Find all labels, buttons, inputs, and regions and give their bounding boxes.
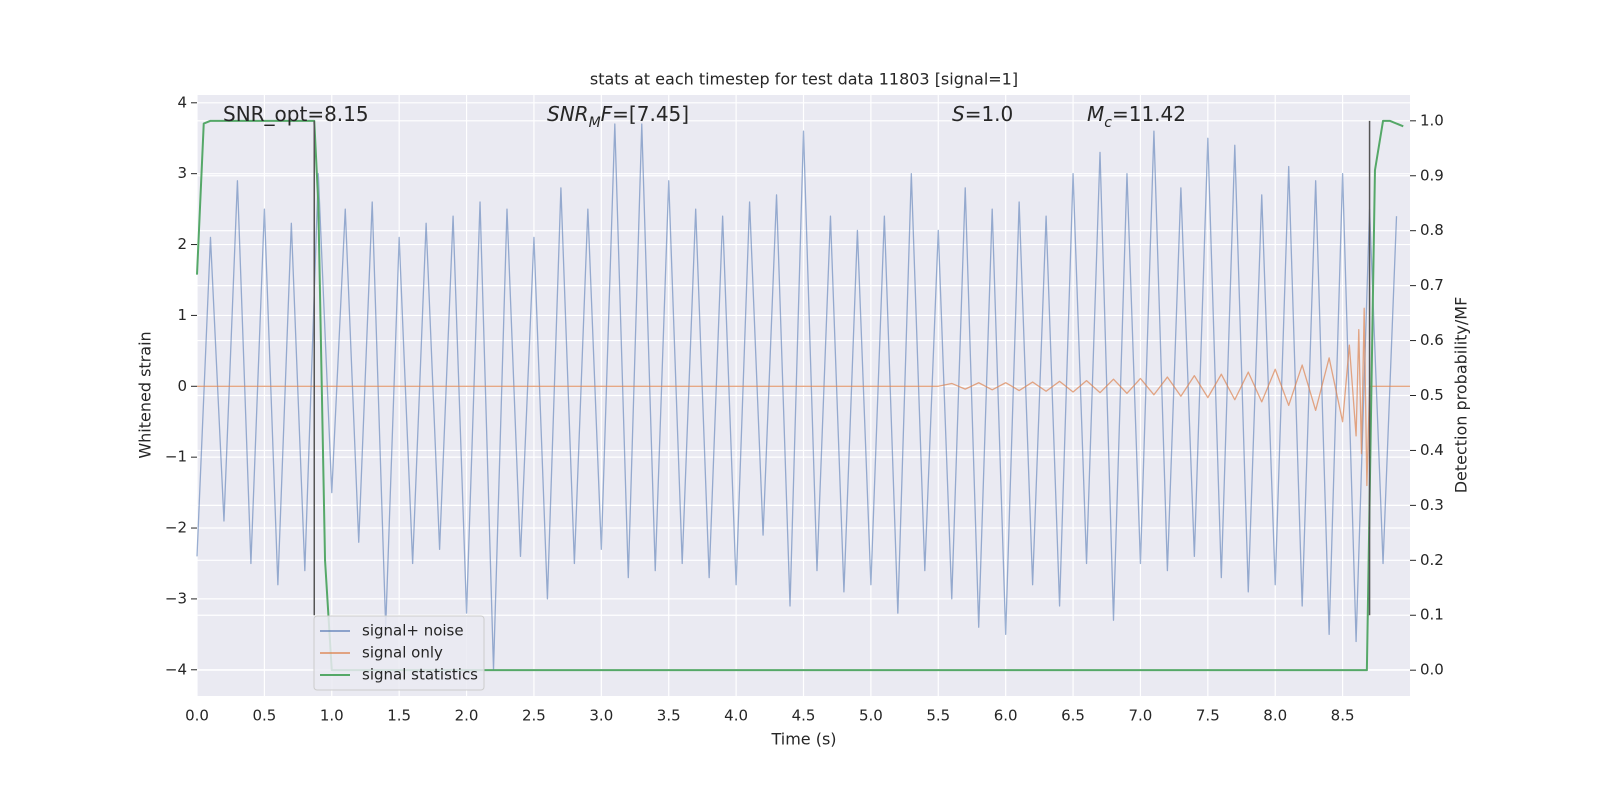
- x-tick-label: 0.5: [252, 707, 276, 725]
- x-axis-label: Time (s): [770, 730, 836, 749]
- y2-tick-label: 0.0: [1420, 661, 1444, 679]
- y2-tick-label: 0.5: [1420, 386, 1444, 404]
- annotation-part: =[7.45]: [612, 102, 689, 126]
- y-tick-label: −1: [165, 448, 187, 466]
- annotation: S=1.0: [952, 102, 1013, 126]
- x-tick-label: 7.5: [1196, 707, 1220, 725]
- x-tick-label: 6.5: [1061, 707, 1085, 725]
- x-tick-label: 1.0: [320, 707, 344, 725]
- y-tick-label: 3: [177, 164, 187, 182]
- annotation-part: SNR: [547, 102, 589, 126]
- annotation-part: SNR_opt=8.15: [223, 102, 369, 126]
- legend-label: signal statistics: [362, 666, 478, 684]
- annotation-part: S: [952, 102, 965, 126]
- y2-tick-label: 0.9: [1420, 166, 1444, 184]
- x-tick-label: 2.5: [522, 707, 546, 725]
- y2-tick-label: 0.6: [1420, 331, 1444, 349]
- x-tick-label: 5.5: [926, 707, 950, 725]
- y-tick-label: −3: [165, 589, 187, 607]
- y2-tick-label: 0.2: [1420, 551, 1444, 569]
- series-line: [196, 119, 1404, 672]
- annotation-part: =1.0: [965, 102, 1014, 126]
- y-tick-label: 1: [177, 306, 187, 324]
- y2-tick-label: 1.0: [1420, 111, 1444, 129]
- x-tick-label: 0.0: [185, 707, 209, 725]
- x-tick-label: 6.0: [994, 707, 1018, 725]
- annotation-part: M: [1087, 102, 1104, 126]
- x-tick-label: 4.5: [792, 707, 816, 725]
- annotation: Mc=11.42: [1087, 102, 1186, 132]
- y2-axis-label: Detection probability/MF: [1452, 297, 1471, 494]
- chart-title: stats at each timestep for test data 118…: [590, 70, 1018, 89]
- x-tick-label: 3.0: [589, 707, 613, 725]
- y-tick-label: 2: [177, 235, 187, 253]
- y2-tick-label: 0.7: [1420, 276, 1444, 294]
- y-tick-label: 0: [177, 377, 187, 395]
- x-tick-label: 8.0: [1263, 707, 1287, 725]
- y-tick-label: −2: [165, 519, 187, 537]
- x-tick-label: 2.0: [455, 707, 479, 725]
- grid: [196, 95, 1410, 696]
- series-line: [197, 307, 1410, 487]
- y2-tick-label: 0.8: [1420, 221, 1444, 239]
- y-axis-label: Whitened strain: [136, 331, 155, 458]
- series-line: [196, 123, 1398, 671]
- annotation: SNRMF=[7.45]: [547, 102, 689, 132]
- y-tick-label: −4: [165, 660, 187, 678]
- legend-label: signal+ noise: [362, 622, 464, 640]
- legend-label: signal only: [362, 644, 443, 662]
- annotation-part: =11.42: [1112, 102, 1186, 126]
- y-tick-label: 4: [177, 93, 187, 111]
- x-tick-label: 7.0: [1129, 707, 1153, 725]
- x-tick-label: 1.5: [387, 707, 411, 725]
- x-tick-label: 5.0: [859, 707, 883, 725]
- marks: [196, 119, 1410, 672]
- x-tick-label: 8.5: [1331, 707, 1355, 725]
- y2-tick-label: 0.4: [1420, 441, 1444, 459]
- annotation: SNR_opt=8.15: [223, 102, 369, 126]
- y2-tick-label: 0.3: [1420, 496, 1444, 514]
- annotation-part: M: [589, 115, 601, 131]
- legend-box: [313, 615, 485, 691]
- x-tick-label: 4.0: [724, 707, 748, 725]
- annotation-part: c: [1104, 115, 1112, 131]
- x-tick-label: 3.5: [657, 707, 681, 725]
- y2-tick-label: 0.1: [1420, 606, 1444, 624]
- annotation-part: F: [601, 102, 613, 126]
